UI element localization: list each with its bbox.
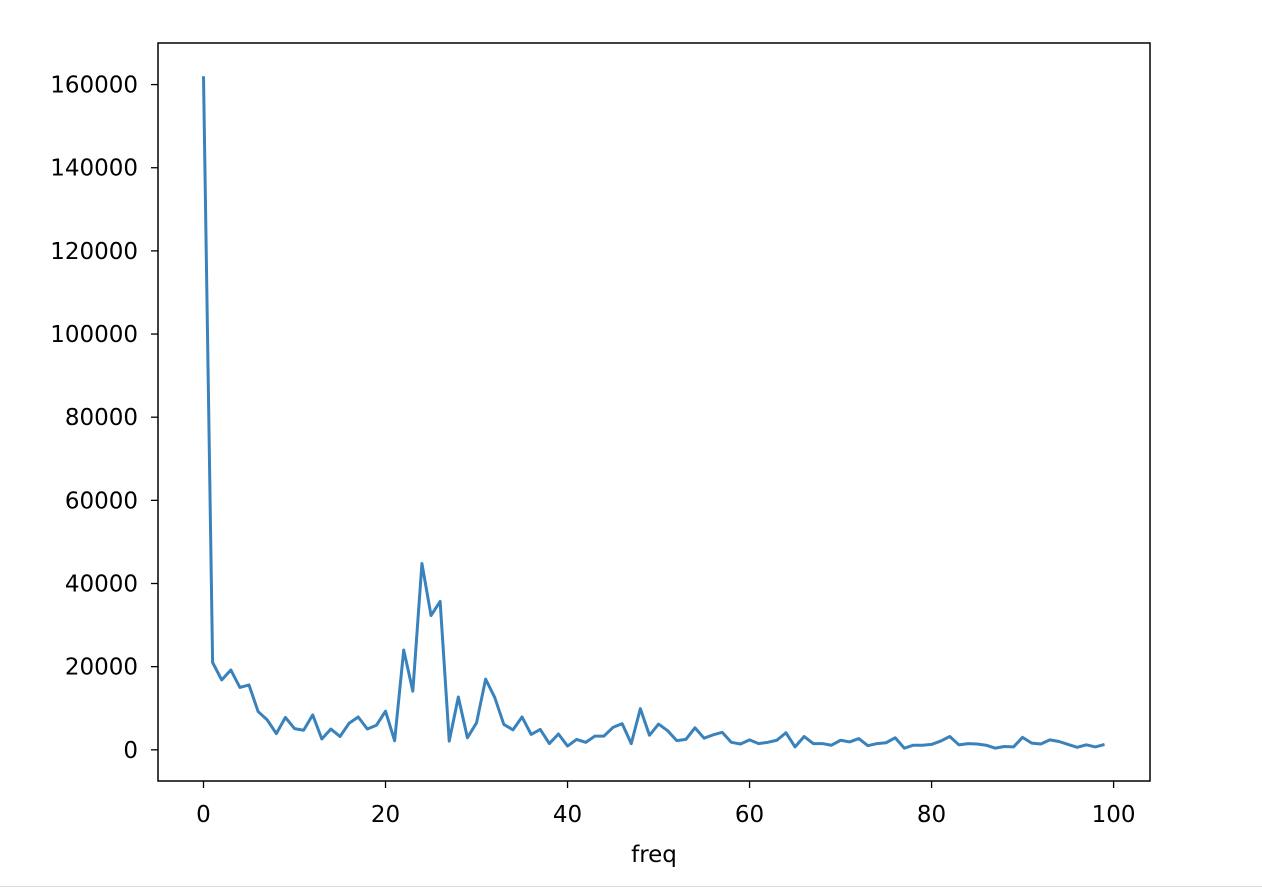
- y-tick-label: 60000: [65, 488, 138, 514]
- x-tick-label: 60: [735, 802, 764, 828]
- x-tick-label: 40: [553, 802, 582, 828]
- series-line: [202, 76, 1105, 750]
- bottom-divider: [0, 886, 1262, 887]
- x-tick-label: 80: [917, 802, 946, 828]
- y-tick-label: 20000: [65, 655, 138, 681]
- y-tick-label: 120000: [50, 239, 138, 265]
- x-axis-label: freq: [631, 842, 677, 868]
- x-tick-label: 20: [371, 802, 400, 828]
- y-tick-label: 160000: [50, 73, 138, 99]
- plot-area: [202, 76, 1105, 750]
- x-tick-label: 0: [196, 802, 211, 828]
- y-tick-label: 40000: [65, 572, 138, 598]
- axes-frame: [157, 42, 1151, 782]
- y-tick-label: 140000: [50, 156, 138, 182]
- y-tick-label: 100000: [50, 322, 138, 348]
- axis-ticks: 0 20 40 60 80 100 0 20000 40000 60000 80000 100000 1…: [50, 73, 1135, 828]
- y-tick-label: 0: [123, 738, 138, 764]
- y-tick-label: 80000: [65, 405, 138, 431]
- x-tick-label: 100: [1092, 802, 1136, 828]
